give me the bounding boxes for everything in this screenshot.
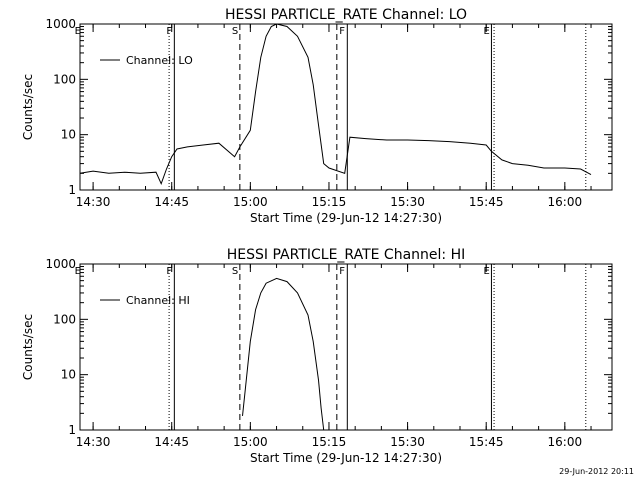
x-tick-label: 15:00 — [233, 195, 268, 209]
x-tick-label: 15:45 — [469, 435, 504, 449]
x-tick-label: 14:45 — [154, 435, 189, 449]
y-tick-label: 1 — [68, 423, 76, 437]
x-tick-label: 16:00 — [548, 435, 583, 449]
event-marker-label: E — [75, 266, 81, 277]
x-tick-label: 15:45 — [469, 195, 504, 209]
x-tick-label: 14:30 — [76, 435, 111, 449]
event-marker-label: F — [339, 266, 345, 277]
y-tick-label: 10 — [61, 368, 76, 382]
event-marker-label: S — [232, 266, 238, 277]
y-tick-label: 100 — [53, 312, 76, 326]
x-axis-label: Start Time (29-Jun-12 14:27:30) — [250, 451, 442, 465]
x-tick-label: 15:30 — [390, 435, 425, 449]
chart-title: HESSI PARTICLE_RATE Channel: LO — [225, 7, 467, 23]
footer-timestamp: 29-Jun-2012 20:11 — [559, 467, 634, 476]
plot-frame — [79, 263, 613, 431]
y-tick-label: 1000 — [45, 17, 76, 31]
event-marker-label: E — [483, 266, 489, 277]
series-line — [242, 277, 325, 431]
x-tick-label: 16:00 — [548, 195, 583, 209]
y-tick-label: 1 — [68, 183, 76, 197]
event-marker-label: F — [166, 26, 172, 37]
y-tick-label: 10 — [61, 128, 76, 142]
x-tick-label: 15:00 — [233, 435, 268, 449]
x-tick-label: 15:15 — [312, 435, 347, 449]
y-tick-label: 100 — [53, 72, 76, 86]
event-marker-label: F — [166, 266, 172, 277]
chart-title: HESSI PARTICLE_RATE Channel: HI — [227, 247, 465, 263]
event-marker-label: F — [339, 26, 345, 37]
legend-label: Channel: HI — [126, 294, 190, 307]
event-marker-label: E — [483, 26, 489, 37]
x-tick-label: 15:15 — [312, 195, 347, 209]
x-tick-label: 14:30 — [76, 195, 111, 209]
event-marker-label: E — [75, 26, 81, 37]
x-axis-label: Start Time (29-Jun-12 14:27:30) — [250, 211, 442, 225]
y-axis-label: Counts/sec — [21, 74, 35, 140]
event-marker-label: S — [232, 26, 238, 37]
y-tick-label: 1000 — [45, 257, 76, 271]
x-tick-label: 14:45 — [154, 195, 189, 209]
plot-frame — [79, 23, 613, 191]
lo-channel-panel: HESSI PARTICLE_RATE Channel: LO Start Tim… — [21, 7, 613, 225]
hi-channel-panel: HESSI PARTICLE_RATE Channel: HI Start Tim… — [21, 247, 613, 465]
y-axis-label: Counts/sec — [21, 314, 35, 380]
series-line — [79, 23, 592, 186]
legend-label: Channel: LO — [126, 54, 193, 67]
x-tick-label: 15:30 — [390, 195, 425, 209]
